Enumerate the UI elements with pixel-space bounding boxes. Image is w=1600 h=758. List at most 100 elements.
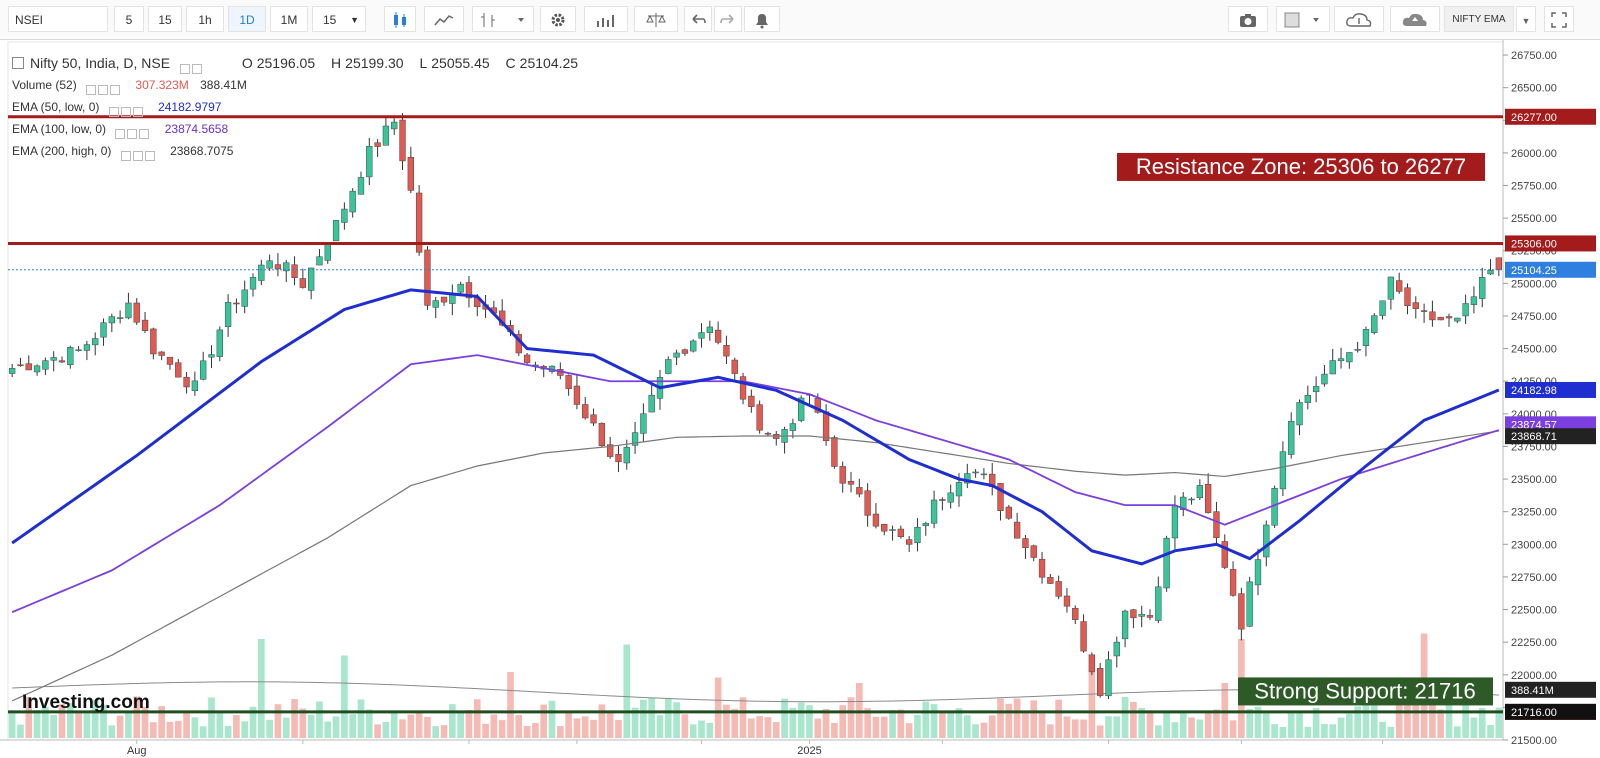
candle-body xyxy=(457,283,464,293)
open-value: O 25196.05 xyxy=(241,55,316,71)
candle-body xyxy=(1337,358,1345,362)
bar-type-dropdown[interactable] xyxy=(472,6,534,32)
candle-body xyxy=(1246,581,1253,627)
interval-1h-button[interactable]: 1h xyxy=(186,6,224,32)
y-tick-label: 25750.00 xyxy=(1511,181,1557,193)
volume-bar xyxy=(1404,696,1411,738)
candle-body xyxy=(407,157,414,191)
collapse-icon[interactable] xyxy=(12,57,24,70)
candle-body xyxy=(864,490,871,516)
volume-bar xyxy=(449,704,456,738)
volume-bar xyxy=(100,704,107,738)
volume-bar xyxy=(889,709,896,738)
fullscreen-box-dropdown[interactable] xyxy=(1276,6,1330,32)
candle-body xyxy=(631,432,639,446)
redo-icon[interactable] xyxy=(714,6,742,32)
cloud-upload-icon[interactable] xyxy=(1390,6,1440,32)
volume-bar xyxy=(1387,726,1395,738)
candle-body xyxy=(399,119,406,162)
volume-bar xyxy=(772,722,780,738)
candle-body xyxy=(1346,352,1353,363)
volume-bar xyxy=(324,721,332,738)
ema200-settings-icons[interactable] xyxy=(120,146,161,161)
volume-bar xyxy=(440,725,448,738)
interval-dropdown[interactable]: 15 ▼ xyxy=(312,6,366,32)
cloud-download-icon[interactable] xyxy=(1334,6,1384,32)
volume-bar xyxy=(374,724,381,738)
candle-body xyxy=(1495,257,1503,271)
volume-bar xyxy=(199,726,207,738)
alert-bell-icon[interactable] xyxy=(744,6,780,32)
support-annotation-text: Strong Support: 21716 xyxy=(1254,678,1475,703)
volume-bar xyxy=(490,714,498,738)
candles-icon[interactable] xyxy=(384,6,416,32)
volume-bar xyxy=(947,710,955,738)
y-tick-label: 25500.00 xyxy=(1511,213,1557,225)
volume-bar xyxy=(1354,706,1361,738)
volume-bar xyxy=(1254,706,1262,738)
ema200-axis-label-bg xyxy=(1505,428,1596,445)
legend-volume-row: Volume (52) 307.323M 388.41M xyxy=(12,74,578,96)
compare-scale-icon[interactable] xyxy=(634,6,678,32)
volume-bar xyxy=(922,701,930,738)
volume-bar xyxy=(615,719,622,738)
volume-bar xyxy=(839,705,847,738)
volume-bar xyxy=(299,708,307,738)
volume-bar xyxy=(216,711,224,738)
volume-bar xyxy=(473,699,481,738)
preset-selector[interactable]: NIFTY EMA xyxy=(1444,6,1514,32)
volume-bar xyxy=(274,704,282,738)
candle-body xyxy=(374,142,381,147)
volume-bar xyxy=(681,714,689,738)
candle-body xyxy=(58,360,66,363)
candle-body xyxy=(881,523,888,532)
volume-bar xyxy=(1470,717,1478,738)
candle-body xyxy=(582,404,589,419)
candle-body xyxy=(756,404,763,431)
volume-bar xyxy=(174,720,182,738)
symbol-input[interactable]: NSEI xyxy=(8,6,108,32)
volume-bar xyxy=(822,708,830,738)
ema100-settings-icons[interactable] xyxy=(115,124,155,139)
candle-body xyxy=(125,302,132,319)
volume-bar xyxy=(723,704,730,738)
line-chart-icon[interactable] xyxy=(424,6,464,32)
legend-settings-icons[interactable] xyxy=(179,58,220,75)
interval-5-button[interactable]: 5 xyxy=(114,6,144,32)
volume-bar xyxy=(507,672,514,738)
preset-chevron-down-icon[interactable]: ▼ xyxy=(1516,6,1536,32)
volume-bar xyxy=(1379,721,1386,738)
expand-fullscreen-icon[interactable] xyxy=(1544,6,1574,32)
volume-bar xyxy=(756,716,763,738)
candle-body xyxy=(889,529,896,531)
candle-body xyxy=(274,264,282,270)
candle-body xyxy=(50,357,57,361)
candle-body xyxy=(623,447,630,464)
indicators-icon[interactable] xyxy=(584,6,628,32)
chart-toolbar: NSEI 5 15 1h 1D 1M 15 ▼ NIFTY EMA ▼ xyxy=(0,0,1600,40)
interval-1m-button[interactable]: 1M xyxy=(270,6,308,32)
interval-1d-button[interactable]: 1D xyxy=(228,6,266,32)
ema50-settings-icons[interactable] xyxy=(108,102,149,117)
volume-bar xyxy=(706,722,714,738)
volume-bar xyxy=(1453,726,1461,738)
volume-bar xyxy=(1047,724,1054,738)
volume-bar xyxy=(316,701,323,738)
candle-body xyxy=(565,375,572,389)
volume-bar xyxy=(1346,713,1353,738)
camera-icon[interactable] xyxy=(1228,6,1268,32)
volume-settings-icons[interactable] xyxy=(86,80,126,95)
volume-bar xyxy=(1005,703,1013,738)
chart-canvas[interactable]: 21500.0021750.0022000.0022250.0022500.00… xyxy=(0,40,1600,758)
undo-icon[interactable] xyxy=(684,6,712,32)
candle-body xyxy=(1487,270,1494,275)
interval-15-button[interactable]: 15 xyxy=(148,6,182,32)
y-tick-label: 24750.00 xyxy=(1511,311,1557,323)
candle-body xyxy=(108,316,115,324)
volume-bar xyxy=(640,699,647,738)
volume-value-2: 388.41M xyxy=(200,78,247,92)
price-axis xyxy=(1503,40,1600,758)
settings-gear-icon[interactable] xyxy=(540,6,576,32)
volume-bar xyxy=(33,709,41,738)
candle-body xyxy=(391,121,398,130)
